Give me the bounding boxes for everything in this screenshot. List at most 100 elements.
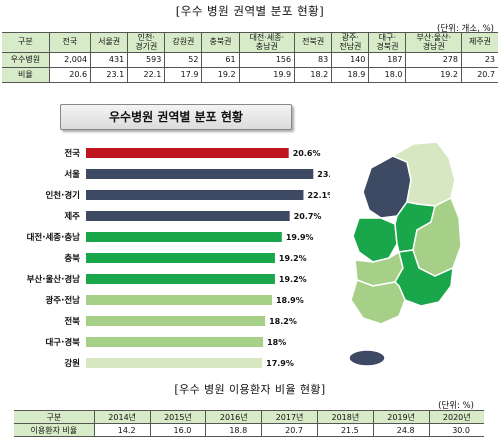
bar [86,190,304,200]
column-header: 전북권 [294,32,333,53]
column-header: 인천· 경기권 [127,32,166,53]
category-label: 전북 [64,316,80,327]
column-header: 2018년 [316,410,374,424]
table-cell: 52 [164,52,203,68]
table-cell: 22.1 [127,67,166,83]
top-table-title: [우수 병원 권역별 분포 현황] [175,4,325,18]
table-cell: 18.2 [294,67,333,83]
data-label: 18.2% [269,317,297,326]
category-label: 인천·경기 [45,190,80,201]
region-distribution-table: 구분 전국 서울권 인천· 경기권 강원권 충북권 대전·세종· 충남권 전북권 광주· 전남권 대구·… [2,32,498,83]
column-header: 2016년 [205,410,263,424]
table-header-row: 구분 전국 서울권 인천· 경기권 강원권 충북권 대전·세종· 충남권 전북권 광주· 전남권 대구·… [2,32,498,53]
table-cell: 431 [90,52,129,68]
category-label: 광주·전남 [45,295,80,306]
column-header: 2015년 [149,410,207,424]
table-cell: 17.9 [164,67,203,83]
data-label: 18% [267,338,286,347]
bar [86,211,290,221]
patient-ratio-table: 구분 2014년 2015년 2016년 2017년 2018년 2019년 2020년 이용… [14,410,484,437]
table-header-row: 구분 2014년 2015년 2016년 2017년 2018년 2019년 2020년 [14,410,484,424]
bar [86,337,264,347]
table-cell: 19.2 [201,67,240,83]
table-cell: 20.6 [48,67,92,83]
bar [86,316,266,326]
data-label: 22.1% [307,191,330,200]
table-row: 비율 20.6 23.1 22.1 17.9 19.2 19.9 18.2 18.9 18.0 19… [2,67,498,83]
table-cell: 24.8 [372,423,430,437]
column-header: 부산·울산· 경남권 [405,32,462,53]
map-region-jeju [348,349,386,367]
table-cell: 278 [405,52,462,68]
bottom-table-unit: (단위: %) [438,401,474,411]
category-label: 충북 [64,253,80,264]
table-row: 이용환자 비율 14.2 16.0 18.8 20.7 21.5 24.8 30.0 [14,423,484,437]
table-cell: 23 [461,52,498,68]
table-cell: 18.0 [368,67,407,83]
category-label: 전국 [64,148,80,159]
region-bar-chart: 전국 20.6% 서울 23.1% 인천·경기 22.1% 제주 20.7% 대전·세종·충남 1… [27,148,330,369]
table-cell: 16.0 [149,423,207,437]
bar [86,253,275,263]
table-cell: 21.5 [316,423,374,437]
column-header: 전국 [48,32,92,53]
data-label: 23.1% [317,170,330,179]
column-header: 충북권 [201,32,240,53]
column-header: 대전·세종· 충남권 [238,32,296,53]
column-header: 대구· 경북권 [368,32,407,53]
category-label: 부산·울산·경남 [27,274,81,285]
category-label: 강원 [64,358,80,369]
table-cell: 61 [201,52,240,68]
column-header: 2014년 [93,410,151,424]
bottom-table-title: [우수 병원 이용환자 비율 현황] [174,383,326,396]
korea-region-map [348,141,462,367]
table-cell: 156 [238,52,296,68]
bar [86,358,263,368]
column-header: 강원권 [164,32,203,53]
data-label: 19.2% [279,254,307,263]
data-label: 17.9% [266,359,294,368]
table-cell: 20.7 [461,67,498,83]
bar [86,232,282,242]
bar [86,295,272,305]
top-table-unit: (단위: 개소, %) [437,24,494,34]
data-label: 20.6% [293,149,321,158]
category-label: 제주 [64,211,80,222]
column-header: 2019년 [372,410,430,424]
bar [86,169,314,179]
chart-title: 우수병원 권역별 분포 현황 [60,104,292,130]
category-label: 대구·경북 [45,337,80,348]
column-header: 2020년 [428,410,484,424]
table-cell: 14.2 [93,423,151,437]
map-region-chungnam [352,217,398,263]
table-cell: 18.9 [331,67,370,83]
table-cell: 140 [331,52,370,68]
bar [86,148,289,158]
table-cell: 2,004 [48,52,92,68]
table-cell: 20.7 [261,423,318,437]
data-label: 19.2% [279,275,307,284]
table-cell: 19.9 [238,67,296,83]
table-cell: 187 [368,52,407,68]
row-header: 우수병원 [2,52,50,68]
bar [86,274,275,284]
column-header: 구분 [14,410,95,424]
row-header: 이용환자 비율 [14,423,95,437]
column-header: 서울권 [90,32,129,53]
map-region-jeonnam [350,279,406,325]
data-label: 20.7% [294,212,322,221]
data-label: 18.9% [276,296,304,305]
column-header: 제주권 [461,32,498,53]
column-header: 광주· 전남권 [331,32,370,53]
column-header: 2017년 [261,410,318,424]
table-row: 우수병원 2,004 431 593 52 61 156 83 140 187 278 23 [2,52,498,68]
row-header: 비율 [2,67,50,83]
table-cell: 593 [127,52,166,68]
data-label: 19.9% [286,233,314,242]
table-cell: 18.8 [205,423,263,437]
category-label: 대전·세종·충남 [27,232,81,243]
column-header: 구분 [2,32,50,53]
table-cell: 19.2 [405,67,462,83]
table-cell: 23.1 [90,67,129,83]
table-cell: 30.0 [428,423,484,437]
